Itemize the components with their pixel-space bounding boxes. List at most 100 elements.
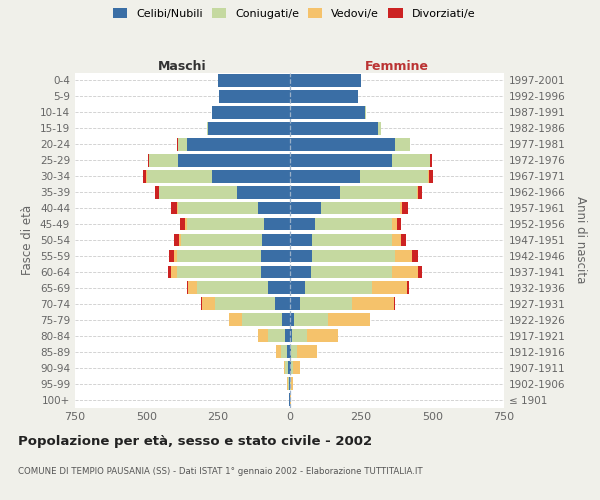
Bar	[169, 250, 173, 262]
Bar	[359, 170, 428, 182]
Bar	[173, 250, 176, 262]
Bar	[352, 298, 394, 310]
Bar	[313, 250, 395, 262]
Bar	[293, 361, 301, 374]
Bar	[206, 122, 208, 134]
Bar	[418, 266, 422, 278]
Bar	[328, 314, 370, 326]
Bar	[290, 266, 311, 278]
Bar	[149, 154, 178, 166]
Bar	[287, 346, 290, 358]
Bar	[179, 234, 181, 246]
Bar	[148, 154, 149, 166]
Bar	[155, 186, 159, 198]
Bar	[185, 218, 187, 230]
Bar	[283, 314, 290, 326]
Bar	[171, 266, 176, 278]
Bar	[290, 250, 313, 262]
Bar	[285, 361, 288, 374]
Text: Popolazione per età, sesso e stato civile - 2002: Popolazione per età, sesso e stato civil…	[18, 435, 372, 448]
Bar	[258, 202, 290, 214]
Bar	[290, 346, 291, 358]
Bar	[187, 218, 264, 230]
Bar	[401, 234, 406, 246]
Bar	[178, 154, 290, 166]
Bar	[400, 202, 403, 214]
Bar	[258, 330, 268, 342]
Bar	[428, 170, 429, 182]
Bar	[261, 266, 290, 278]
Bar	[290, 282, 305, 294]
Bar	[307, 330, 338, 342]
Y-axis label: Fasce di età: Fasce di età	[22, 205, 34, 275]
Bar	[292, 330, 307, 342]
Bar	[305, 282, 373, 294]
Bar	[160, 186, 236, 198]
Bar	[181, 234, 262, 246]
Bar	[187, 138, 290, 150]
Bar	[290, 138, 395, 150]
Bar	[290, 106, 365, 119]
Text: Maschi: Maschi	[158, 60, 206, 72]
Bar	[197, 282, 268, 294]
Bar	[288, 361, 290, 374]
Bar	[268, 282, 290, 294]
Bar	[180, 218, 185, 230]
Bar	[172, 202, 177, 214]
Bar	[212, 106, 290, 119]
Text: Femmine: Femmine	[365, 60, 429, 72]
Bar	[296, 346, 317, 358]
Bar	[177, 202, 178, 214]
Bar	[268, 330, 285, 342]
Bar	[284, 361, 285, 374]
Bar	[392, 234, 401, 246]
Bar	[174, 234, 179, 246]
Bar	[275, 298, 290, 310]
Bar	[378, 122, 381, 134]
Bar	[281, 346, 287, 358]
Y-axis label: Anni di nascita: Anni di nascita	[574, 196, 587, 284]
Bar	[311, 266, 392, 278]
Bar	[395, 250, 412, 262]
Bar	[290, 170, 359, 182]
Bar	[299, 298, 352, 310]
Bar	[395, 138, 410, 150]
Bar	[261, 250, 290, 262]
Bar	[392, 266, 418, 278]
Bar	[315, 218, 392, 230]
Bar	[291, 346, 296, 358]
Bar	[290, 234, 313, 246]
Bar	[290, 330, 292, 342]
Bar	[242, 314, 283, 326]
Bar	[264, 218, 290, 230]
Bar	[143, 170, 146, 182]
Bar	[220, 90, 290, 103]
Bar	[262, 234, 290, 246]
Bar	[291, 377, 293, 390]
Bar	[290, 298, 299, 310]
Bar	[178, 138, 187, 150]
Bar	[430, 154, 431, 166]
Bar	[373, 282, 407, 294]
Bar	[394, 298, 395, 310]
Bar	[418, 186, 422, 198]
Bar	[392, 154, 430, 166]
Bar	[290, 202, 321, 214]
Bar	[289, 377, 290, 390]
Bar	[208, 122, 290, 134]
Bar	[229, 314, 242, 326]
Bar	[290, 361, 291, 374]
Bar	[290, 218, 315, 230]
Bar	[291, 361, 293, 374]
Bar	[188, 282, 197, 294]
Bar	[276, 346, 281, 358]
Bar	[290, 74, 361, 87]
Legend: Celibi/Nubili, Coniugati/e, Vedovi/e, Divorziati/e: Celibi/Nubili, Coniugati/e, Vedovi/e, Di…	[111, 6, 477, 21]
Bar	[313, 234, 392, 246]
Bar	[215, 298, 275, 310]
Bar	[321, 202, 400, 214]
Bar	[168, 266, 171, 278]
Bar	[417, 186, 418, 198]
Bar	[218, 74, 290, 87]
Bar	[392, 218, 397, 230]
